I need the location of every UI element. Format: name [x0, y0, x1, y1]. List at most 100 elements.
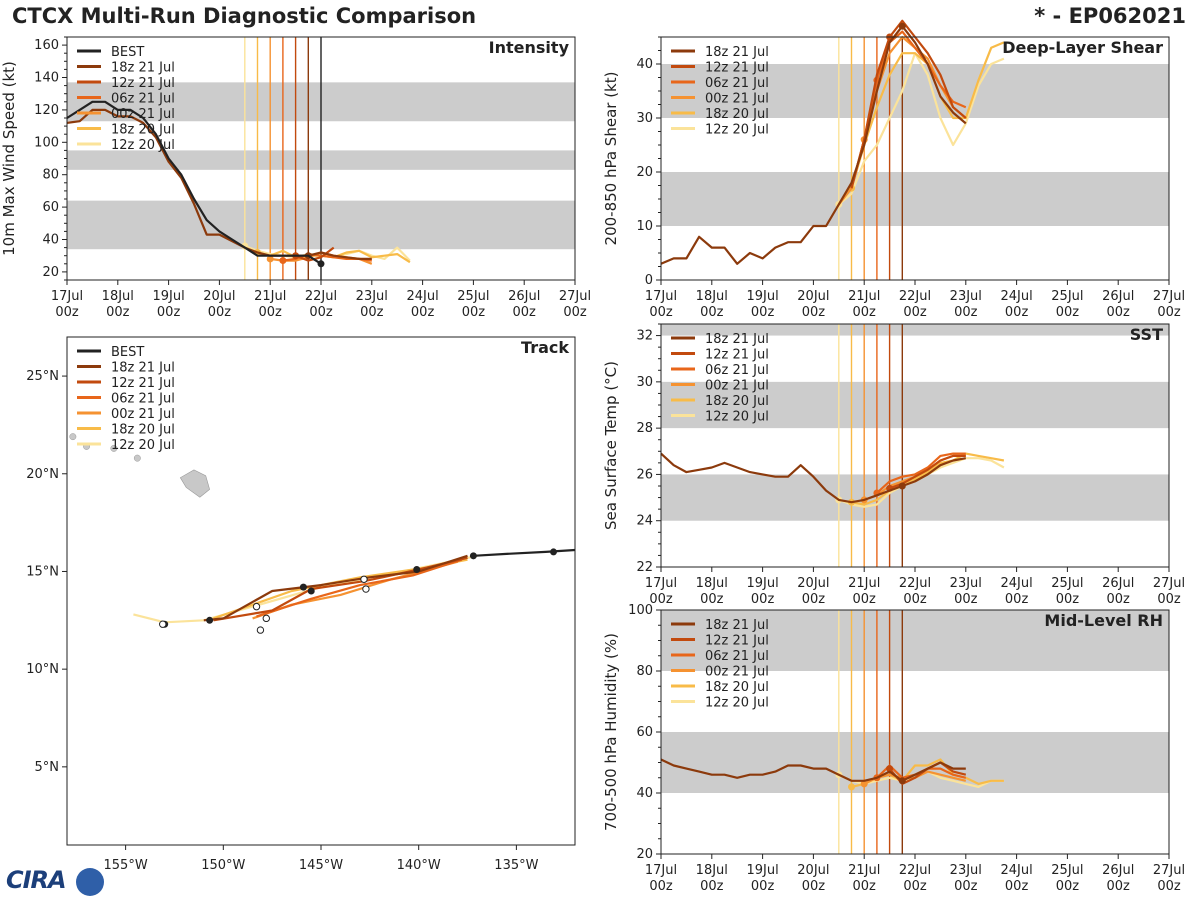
intensity-ytick-label: 140 [34, 71, 59, 86]
shear-xtick-label-date: 18Jul [696, 289, 728, 304]
sst-ytick-label: 32 [636, 329, 653, 344]
track-open-point [256, 626, 265, 634]
logo-text: CIRA [6, 866, 67, 894]
sst-xtick-label-hour: 00z [903, 592, 927, 607]
sst-xtick-label-date: 26Jul [1102, 576, 1134, 591]
intensity-xtick-label-date: 24Jul [406, 289, 438, 304]
shear-legend-label: 18z 21 Jul [705, 45, 769, 60]
shear-xtick-label-hour: 00z [802, 305, 826, 320]
rh-init-point [860, 780, 868, 788]
shear-legend-label: 12z 21 Jul [705, 61, 769, 76]
sst-xtick-label-date: 20Jul [797, 576, 829, 591]
track-ytick-label: 15°N [26, 564, 59, 579]
track-legend-label: BEST [111, 345, 144, 360]
track-best-point [469, 552, 477, 560]
rh-series-line [660, 758, 966, 782]
sst-legend-label: 12z 21 Jul [705, 348, 769, 363]
shear-xtick-label-date: 21Jul [848, 289, 880, 304]
intensity-legend-label: 12z 20 Jul [111, 138, 175, 153]
rh-legend-label: 00z 21 Jul [705, 665, 769, 680]
track-open-point [262, 614, 270, 623]
sst-legend-label: 06z 21 Jul [705, 363, 769, 378]
page-title: CTCX Multi-Run Diagnostic Comparison [12, 4, 477, 28]
sst-ytick-label: 26 [636, 467, 653, 482]
track-xtick-label: 135°W [494, 858, 538, 873]
sst-xtick-label-date: 18Jul [696, 576, 728, 591]
hawaii-small-island-icon [69, 433, 77, 441]
shear-ylabel: 200-850 hPa Shear (kt) [602, 72, 620, 246]
sst-xtick-label-hour: 00z [1107, 592, 1131, 607]
shear-series-line [660, 25, 967, 265]
intensity-xtick-label-date: 25Jul [457, 289, 489, 304]
shear-panel: 01020304017Jul00z18Jul00z19Jul00z20Jul00… [602, 19, 1185, 320]
rh-xtick-label-hour: 00z [649, 879, 673, 894]
intensity-legend-label: 06z 21 Jul [111, 92, 175, 107]
track-open-point [362, 585, 370, 593]
sst-xtick-label-date: 25Jul [1051, 576, 1083, 591]
rh-init-point [886, 765, 894, 773]
sst-panel: 22242628303217Jul00z18Jul00z19Jul00z20Ju… [602, 323, 1185, 607]
shear-xtick-label-date: 23Jul [950, 289, 982, 304]
shear-legend-label: 12z 20 Jul [705, 123, 769, 138]
track-best-point [413, 566, 421, 574]
intensity-ytick-label: 100 [34, 135, 59, 150]
intensity-xtick-label-hour: 00z [360, 305, 384, 320]
sst-xtick-label-hour: 00z [751, 592, 775, 607]
rh-panel: 2040608010017Jul00z18Jul00z19Jul00z20Jul… [602, 603, 1185, 894]
sst-xtick-label-hour: 00z [1056, 592, 1080, 607]
sst-ytick-label: 30 [636, 375, 653, 390]
shear-xtick-label-hour: 00z [853, 305, 877, 320]
storm-id: * - EP062021 [1034, 4, 1186, 28]
shear-ytick-label: 40 [636, 57, 653, 72]
sst-ytick-label: 22 [636, 560, 653, 575]
sst-legend-label: 18z 20 Jul [705, 394, 769, 409]
cira-badge-icon [76, 868, 104, 896]
rh-xtick-label-date: 24Jul [1000, 863, 1032, 878]
rh-ytick-label: 20 [636, 847, 653, 862]
sst-xtick-label-hour: 00z [649, 592, 673, 607]
sst-panel-title: SST [1130, 325, 1163, 344]
shear-legend-label: 18z 20 Jul [705, 107, 769, 122]
intensity-legend-label: 00z 21 Jul [111, 107, 175, 122]
rh-xtick-label-date: 26Jul [1102, 863, 1134, 878]
track-panel-title: Track [521, 338, 569, 357]
track-legend-label: 12z 21 Jul [111, 376, 175, 391]
track-series-line [213, 556, 468, 622]
shear-init-point [898, 22, 906, 30]
sst-xtick-label-hour: 00z [954, 592, 978, 607]
sst-series-line [876, 452, 966, 494]
intensity-xtick-label-hour: 00z [55, 305, 79, 320]
rh-xtick-label-hour: 00z [1157, 879, 1181, 894]
rh-ylabel: 700-500 hPa Humidity (%) [602, 633, 620, 831]
rh-band-1 [661, 610, 1169, 671]
rh-init-point [848, 783, 855, 791]
shear-ytick-label: 20 [636, 165, 653, 180]
intensity-xtick-label-date: 17Jul [51, 289, 83, 304]
shear-xtick-label-date: 24Jul [1000, 289, 1032, 304]
track-xtick-label: 155°W [104, 858, 148, 873]
rh-xtick-label-date: 18Jul [696, 863, 728, 878]
intensity-xtick-label-date: 20Jul [203, 289, 235, 304]
shear-panel-title: Deep-Layer Shear [1002, 38, 1163, 57]
sst-xtick-label-date: 19Jul [746, 576, 778, 591]
intensity-legend-label: 18z 20 Jul [111, 123, 175, 138]
intensity-legend-label: 18z 21 Jul [111, 61, 175, 76]
rh-xtick-label-hour: 00z [1107, 879, 1131, 894]
sst-xtick-label-date: 23Jul [950, 576, 982, 591]
intensity-xtick-label-date: 26Jul [508, 289, 540, 304]
intensity-init-point [266, 255, 274, 263]
intensity-init-point [279, 257, 287, 265]
intensity-xtick-label-date: 23Jul [356, 289, 388, 304]
rh-legend-label: 18z 20 Jul [705, 680, 769, 695]
sst-init-point [898, 482, 906, 490]
shear-xtick-label-hour: 00z [649, 305, 673, 320]
rh-xtick-label-date: 17Jul [645, 863, 677, 878]
shear-xtick-label-hour: 00z [1056, 305, 1080, 320]
shear-xtick-label-hour: 00z [1157, 305, 1181, 320]
shear-xtick-label-date: 17Jul [645, 289, 677, 304]
intensity-ytick-label: 80 [42, 168, 59, 183]
intensity-xtick-label-hour: 00z [513, 305, 537, 320]
intensity-xtick-label-hour: 00z [157, 305, 181, 320]
rh-legend-label: 06z 21 Jul [705, 649, 769, 664]
